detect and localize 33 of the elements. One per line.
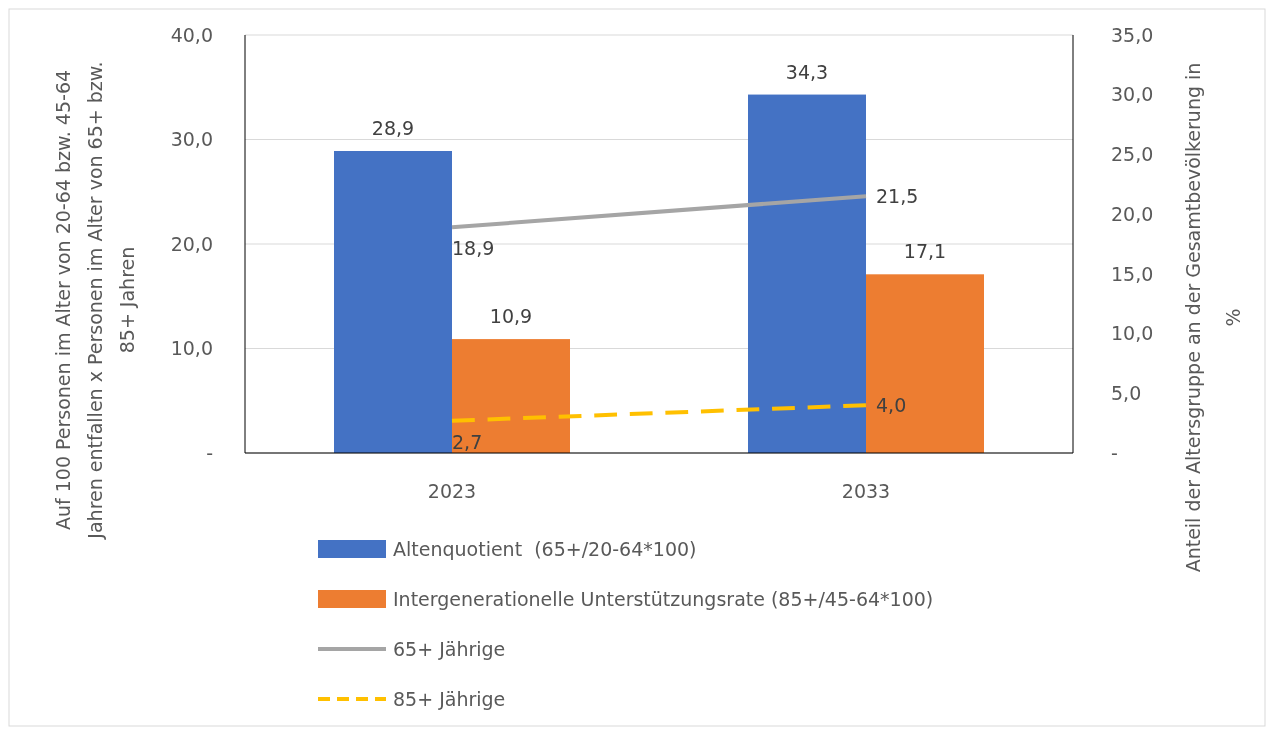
y2-tick-label: 15,0 [1111,262,1154,285]
y2-axis-title: Anteil der Altersgruppe an der Gesamtbevölkerung in % [1182,62,1244,573]
data-label: 2,7 [452,430,483,453]
y2-tick-label: 20,0 [1111,202,1154,225]
y2-tick-label: 10,0 [1111,322,1154,345]
data-label: 4,0 [876,394,907,417]
x-tick-label: 2033 [841,480,891,502]
legend-label: 65+ Jährige [393,637,506,660]
y2-tick-label: 35,0 [1111,23,1154,46]
y-tick-label: 10,0 [170,337,213,360]
bar [748,94,866,453]
y-axis-title: Auf 100 Personen im Alter von 20-64 bzw. 45-64 Jahren entfallen x Personen im Alter von 65+ bzw. 85+ Jahren [52,61,138,540]
data-label: 17,1 [903,240,947,263]
y2-tick-label: 5,0 [1111,381,1142,404]
data-label: 21,5 [876,185,919,208]
legend-label: Altenquotient (65+/20-64*100) [393,537,697,560]
y2-tick-label: - [1111,441,1118,464]
y-tick-label: 30,0 [170,128,213,151]
bar [866,274,984,453]
y-tick-label: 20,0 [170,232,213,255]
data-label: 34,3 [785,60,829,83]
legend-label: 85+ Jährige [393,687,506,710]
bar [334,151,452,453]
legend-label: Intergenerationelle Unterstützungsrate (85+/45-64*100) [393,587,934,610]
bar [452,339,570,453]
data-label: 18,9 [452,237,495,260]
y-tick-label: - [206,441,213,464]
data-label: 28,9 [371,116,415,139]
data-label: 10,9 [489,305,533,328]
y2-tick-label: 25,0 [1111,143,1154,166]
y-tick-label: 40,0 [170,23,213,46]
y2-tick-label: 30,0 [1111,83,1154,106]
x-tick-label: 2023 [427,480,477,502]
